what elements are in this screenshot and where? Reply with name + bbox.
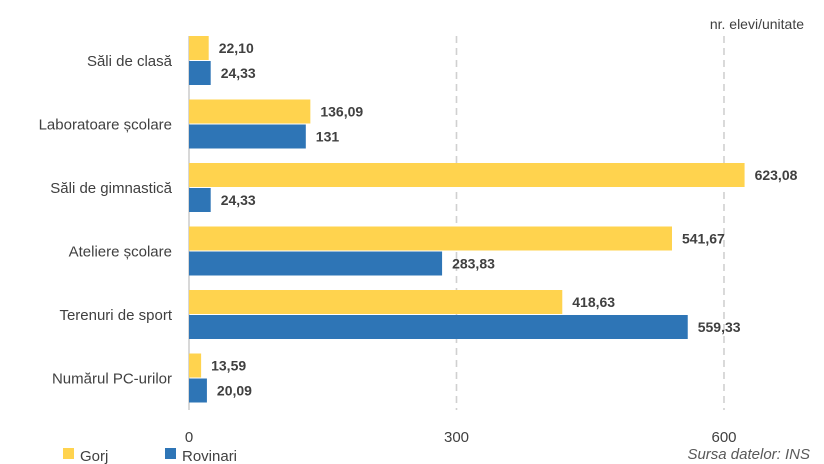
data-label-gorj-2: 623,08 [755,167,798,183]
data-labels: 22,10 24,33 136,09 131 623,08 24,33 541,67 283,… [211,40,797,399]
bars [189,36,745,403]
bar-gorj-0 [189,36,209,60]
data-label-gorj-1: 136,09 [320,104,363,120]
bar-gorj-1 [189,99,311,124]
category-label: Ateliere școlare [69,244,172,261]
bar-rovinari-4 [189,315,688,339]
data-label-gorj-5: 13,59 [211,358,246,374]
legend-label-gorj: Gorj [80,448,108,464]
data-label-gorj-0: 22,10 [219,40,254,56]
bar-rovinari-2 [189,188,211,212]
category-label: Laboratoare școlare [39,117,172,134]
bar-rovinari-1 [189,124,306,149]
category-label: Săli de clasă [87,53,173,70]
source-note: Sursa datelor: INS [687,446,810,463]
data-label-gorj-3: 541,67 [682,231,725,247]
gridlines [188,36,725,410]
legend: Gorj Rovinari [63,448,237,464]
x-tick-label-300: 300 [444,429,469,446]
bar-rovinari-0 [189,61,211,85]
unit-label: nr. elevi/unitate [710,16,804,32]
data-label-rovinari-2: 24,33 [221,192,256,208]
bar-gorj-5 [189,353,202,378]
category-label: Numărul PC-urilor [52,371,172,388]
x-tick-labels: 0 300 600 [185,429,737,446]
x-tick-label-0: 0 [185,429,193,446]
category-label: Săli de gimnastică [50,180,172,197]
legend-swatch-gorj [63,448,74,459]
data-label-rovinari-3: 283,83 [452,256,495,272]
data-label-rovinari-1: 131 [316,129,340,145]
data-label-rovinari-5: 20,09 [217,383,252,399]
bar-rovinari-5 [189,378,207,403]
data-label-gorj-4: 418,63 [572,294,615,310]
bar-gorj-4 [189,290,563,314]
bar-gorj-3 [189,226,672,251]
legend-swatch-rovinari [165,448,176,459]
data-label-rovinari-0: 24,33 [221,65,256,81]
category-label: Terenuri de sport [59,307,172,324]
x-tick-label-600: 600 [711,429,736,446]
bar-gorj-2 [189,163,745,187]
data-label-rovinari-4: 559,33 [698,319,741,335]
legend-label-rovinari: Rovinari [182,448,237,464]
bar-rovinari-3 [189,251,443,276]
category-labels: Săli de clasă Laboratoare școlare Săli de … [39,53,173,388]
